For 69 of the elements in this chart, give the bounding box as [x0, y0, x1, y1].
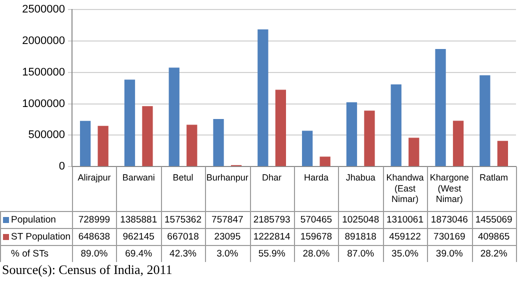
data-label: 1222814: [253, 232, 290, 243]
bar: [408, 138, 420, 166]
bar: [364, 110, 375, 166]
text: 39.0%: [436, 248, 464, 260]
text: 87.0%: [347, 248, 375, 260]
bar: [168, 68, 180, 166]
y-tick-label: 2000000: [22, 35, 65, 48]
text: 28.0%: [302, 248, 330, 260]
bar: [390, 84, 402, 166]
data-label: 730169: [434, 232, 466, 243]
bar: [302, 130, 313, 166]
data-label: 570465: [300, 214, 332, 226]
text: % of STs: [11, 248, 49, 260]
text: 89.0%: [80, 248, 108, 260]
source-note: Source(s): Census of India, 2011: [1, 262, 174, 278]
bar: [98, 126, 108, 166]
data-label: 1310061: [386, 214, 424, 226]
data-label: 891818: [344, 232, 376, 243]
bar: [142, 106, 153, 166]
bar: [124, 80, 136, 166]
text: 55.9%: [258, 248, 286, 260]
bar: [497, 140, 508, 166]
data-label: 1025048: [342, 214, 380, 226]
bar: [346, 102, 358, 166]
text: 3.0%: [216, 248, 239, 260]
x-tick-label: Ratlam: [480, 172, 508, 182]
data-label: 1575362: [164, 214, 202, 226]
data-label: 159678: [300, 232, 332, 243]
bar: [186, 124, 198, 166]
x-tick-label: Jhabua: [346, 172, 376, 182]
text: 28.2%: [480, 248, 508, 260]
x-tick-label: Alirajpur: [78, 172, 111, 182]
x-tick-label: Betul: [172, 172, 194, 182]
x-tick-label: Burhanpur: [206, 172, 248, 182]
data-label: 1873046: [430, 214, 468, 226]
y-tick-label: 1000000: [22, 98, 65, 110]
bar: [213, 119, 224, 166]
text: 69.4%: [125, 248, 153, 260]
bar: [452, 120, 464, 166]
y-tick-label: 1500000: [22, 66, 65, 78]
bar: [80, 120, 91, 166]
data-label: 2185793: [253, 214, 290, 226]
bar: [320, 156, 330, 166]
data-label: 459122: [389, 232, 421, 243]
data-label: 409865: [478, 232, 510, 243]
data-label: 1455069: [475, 214, 512, 226]
data-label: 648638: [78, 232, 110, 243]
data-label: 667018: [167, 232, 199, 243]
bar: [480, 75, 490, 166]
data-label: 23095: [214, 232, 241, 243]
legend-label: ST Population: [11, 232, 71, 243]
x-tick-label: Dhar: [262, 172, 282, 182]
bar: [258, 29, 268, 166]
data-label: 728999: [78, 214, 110, 226]
y-tick-label: 0: [58, 160, 65, 173]
x-tick-label: Khargone (West Nimar): [430, 172, 469, 204]
bar: [275, 90, 286, 166]
x-tick-label: Harda: [304, 172, 328, 182]
legend-label: Population: [11, 214, 56, 226]
data-label: 757847: [212, 214, 244, 226]
text: 35.0%: [392, 248, 420, 260]
x-tick-label: Khandwa (East Nimar): [386, 172, 424, 204]
text: 42.3%: [170, 248, 198, 260]
data-label: 962145: [122, 232, 154, 243]
bar: [435, 48, 446, 166]
x-tick-label: Barwani: [122, 172, 155, 182]
y-tick-label: 500000: [28, 129, 65, 142]
y-tick-label: 2500000: [22, 4, 65, 16]
data-label: 1385881: [120, 214, 158, 226]
